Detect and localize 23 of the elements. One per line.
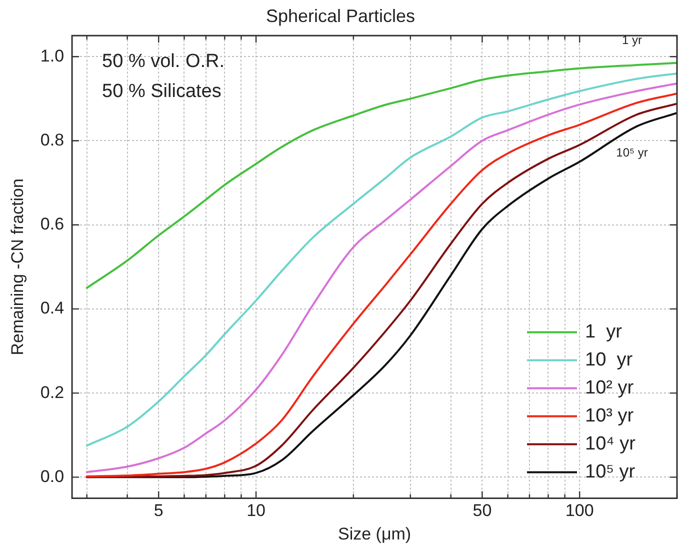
chart-title: Spherical Particles: [266, 6, 416, 26]
y-tick-label: 0.8: [40, 130, 64, 150]
legend-label: 10³ yr: [585, 405, 634, 426]
legend-label: 10 yr: [585, 349, 634, 370]
annotation: 1 yr: [622, 33, 642, 48]
legend-label: 10² yr: [585, 377, 634, 398]
y-tick-label: 0.6: [40, 214, 64, 234]
y-tick-label: 0.0: [40, 466, 64, 486]
legend-label: 1 yr: [585, 321, 623, 342]
annotation: 50 % Silicates: [102, 80, 222, 102]
x-tick-label: 50: [472, 501, 492, 520]
x-axis-title: Size (μm): [338, 524, 412, 544]
y-tick-label: 0.4: [40, 298, 64, 318]
legend-label: 10⁵ yr: [585, 461, 636, 482]
y-axis-title: Remaining -CN fraction: [8, 178, 27, 356]
annotation: 50 % vol. O.R.: [102, 50, 225, 72]
y-tick-label: 0.2: [40, 382, 64, 402]
x-tick-label: 10: [246, 501, 266, 520]
x-tick-label: 5: [154, 501, 164, 520]
annotation: 10⁵ yr: [616, 145, 648, 160]
legend-label: 10⁴ yr: [585, 433, 636, 454]
x-tick-label: 100: [565, 501, 594, 520]
y-tick-label: 1.0: [40, 46, 64, 66]
